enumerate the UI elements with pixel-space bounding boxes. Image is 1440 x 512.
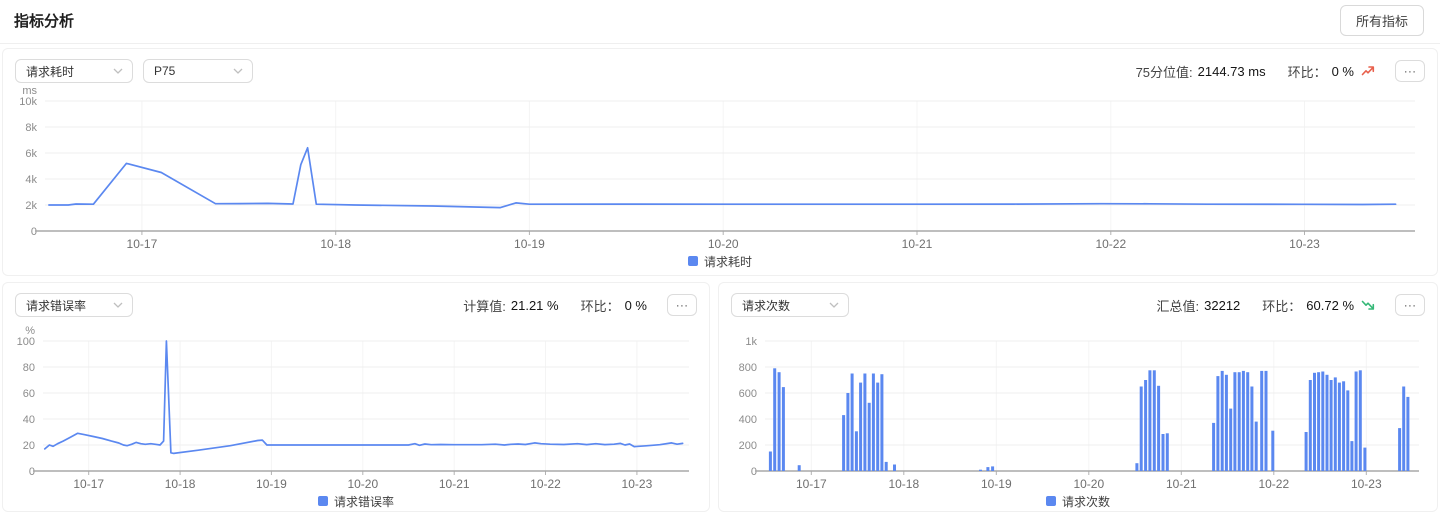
svg-text:ms: ms [22,85,37,97]
legend-label: 请求耗时 [703,254,752,269]
stat-value: 32212 [1204,297,1241,313]
svg-text:4k: 4k [25,174,37,186]
svg-text:10-19: 10-19 [981,477,1012,491]
error-rate-card: 请求错误率 计算值: 21.21 % 环比： 0 % ⋯ 10-17 10-18 1 [2,282,710,512]
svg-text:10-20: 10-20 [708,237,739,251]
svg-text:10-22: 10-22 [1095,237,1126,251]
request-count-card: 请求次数 汇总值: 32212 环比： 60.72 % ⋯ [718,282,1438,512]
all-metrics-button[interactable]: 所有指标 [1339,5,1424,36]
svg-text:40: 40 [23,414,35,426]
svg-text:0: 0 [31,226,37,238]
legend-swatch [687,256,698,266]
svg-text:200: 200 [739,440,757,452]
svg-text:10-22: 10-22 [1258,477,1289,491]
legend-swatch [317,496,328,506]
svg-text:8k: 8k [25,122,37,134]
metric-select-value: 请求错误率 [26,298,87,313]
metric-select-value: 请求次数 [742,298,791,313]
request-count-stats: 汇总值: 32212 环比： 60.72 % [1157,296,1376,315]
percentile-select[interactable]: P75 [143,59,253,83]
stat-value: 21.21 % [510,297,559,313]
svg-text:0: 0 [751,466,757,478]
page-header: 指标分析 所有指标 [0,0,1440,44]
page-title: 指标分析 [14,13,75,30]
chevron-down-icon [113,68,123,74]
svg-text:10-23: 10-23 [1289,237,1320,251]
legend-label: 请求错误率 [333,494,394,509]
svg-text:800: 800 [739,362,757,374]
request-duration-chart[interactable]: 10-17 10-18 10-19 10-20 10-21 10-22 10-23 0 2k 4k… [15,85,1425,251]
legend-swatch [1045,496,1056,506]
svg-text:0: 0 [29,466,35,478]
chevron-down-icon [113,302,123,308]
svg-text:10-17: 10-17 [796,477,827,491]
metric-select-value: 请求耗时 [26,64,75,79]
metric-select[interactable]: 请求次数 [731,293,849,317]
svg-text:10-18: 10-18 [320,237,351,251]
charts-area: 请求耗时 P75 75分位值: 2144.73 ms 环比： 0 % ⋯ [0,44,1440,512]
svg-text:10-18: 10-18 [888,477,919,491]
svg-text:20: 20 [23,440,35,452]
svg-text:10-18: 10-18 [165,477,196,491]
trend-down-icon [1361,300,1375,310]
stat-label: 环比： [1287,64,1327,80]
chevron-down-icon [233,68,243,74]
trend-up-icon [1361,66,1375,76]
request-count-chart[interactable]: 10-17 10-18 10-19 10-20 10-21 10-22 10-23 0 200 4… [731,319,1425,491]
request-duration-stats: 75分位值: 2144.73 ms 环比： 0 % [1136,62,1375,81]
svg-text:600: 600 [739,388,757,400]
error-rate-legend[interactable]: 请求错误率 [3,491,709,511]
request-count-toolbar: 请求次数 汇总值: 32212 环比： 60.72 % ⋯ [719,283,1437,319]
more-button[interactable]: ⋯ [667,294,697,316]
svg-text:10-23: 10-23 [1351,477,1382,491]
svg-text:80: 80 [23,362,35,374]
more-button[interactable]: ⋯ [1395,60,1425,82]
svg-text:60: 60 [23,388,35,400]
stat-label: 环比： [580,298,620,314]
metric-select[interactable]: 请求耗时 [15,59,133,83]
svg-text:10-17: 10-17 [127,237,158,251]
svg-text:10-21: 10-21 [1166,477,1197,491]
error-rate-chart[interactable]: 10-17 10-18 10-19 10-20 10-21 10-22 10-23 0 20 40… [15,319,697,491]
svg-text:10k: 10k [19,96,37,108]
svg-text:10-23: 10-23 [622,477,653,491]
svg-text:10-20: 10-20 [347,477,378,491]
stat-value: 0 % [1331,63,1354,79]
svg-text:10-19: 10-19 [256,477,287,491]
request-count-legend[interactable]: 请求次数 [719,491,1437,511]
stat-label: 环比： [1262,298,1302,314]
svg-text:1k: 1k [745,336,757,348]
svg-text:400: 400 [739,414,757,426]
svg-text:100: 100 [17,336,35,348]
stat-label: 汇总值: [1156,298,1200,314]
error-rate-toolbar: 请求错误率 计算值: 21.21 % 环比： 0 % ⋯ [3,283,709,319]
svg-text:10-17: 10-17 [73,477,104,491]
svg-text:10-19: 10-19 [514,237,545,251]
svg-text:10-21: 10-21 [902,237,933,251]
svg-text:6k: 6k [25,148,37,160]
request-duration-card: 请求耗时 P75 75分位值: 2144.73 ms 环比： 0 % ⋯ [2,48,1438,276]
percentile-select-value: P75 [154,64,176,78]
stat-label: 75分位值: [1135,64,1193,80]
error-rate-stats: 计算值: 21.21 % 环比： 0 % [463,296,647,315]
svg-text:10-21: 10-21 [439,477,470,491]
stat-label: 计算值: [463,298,506,314]
chevron-down-icon [829,302,839,308]
svg-text:10-22: 10-22 [530,477,561,491]
metric-select[interactable]: 请求错误率 [15,293,133,317]
svg-text:10-20: 10-20 [1073,477,1104,491]
request-duration-legend[interactable]: 请求耗时 [3,251,1437,271]
stat-value: 0 % [624,297,647,313]
svg-text:2k: 2k [25,200,37,212]
stat-value: 60.72 % [1306,297,1354,313]
legend-label: 请求次数 [1061,494,1110,509]
more-button[interactable]: ⋯ [1395,294,1425,316]
request-duration-toolbar: 请求耗时 P75 75分位值: 2144.73 ms 环比： 0 % ⋯ [3,49,1437,85]
stat-value: 2144.73 ms [1197,63,1266,79]
svg-text:%: % [25,325,35,337]
